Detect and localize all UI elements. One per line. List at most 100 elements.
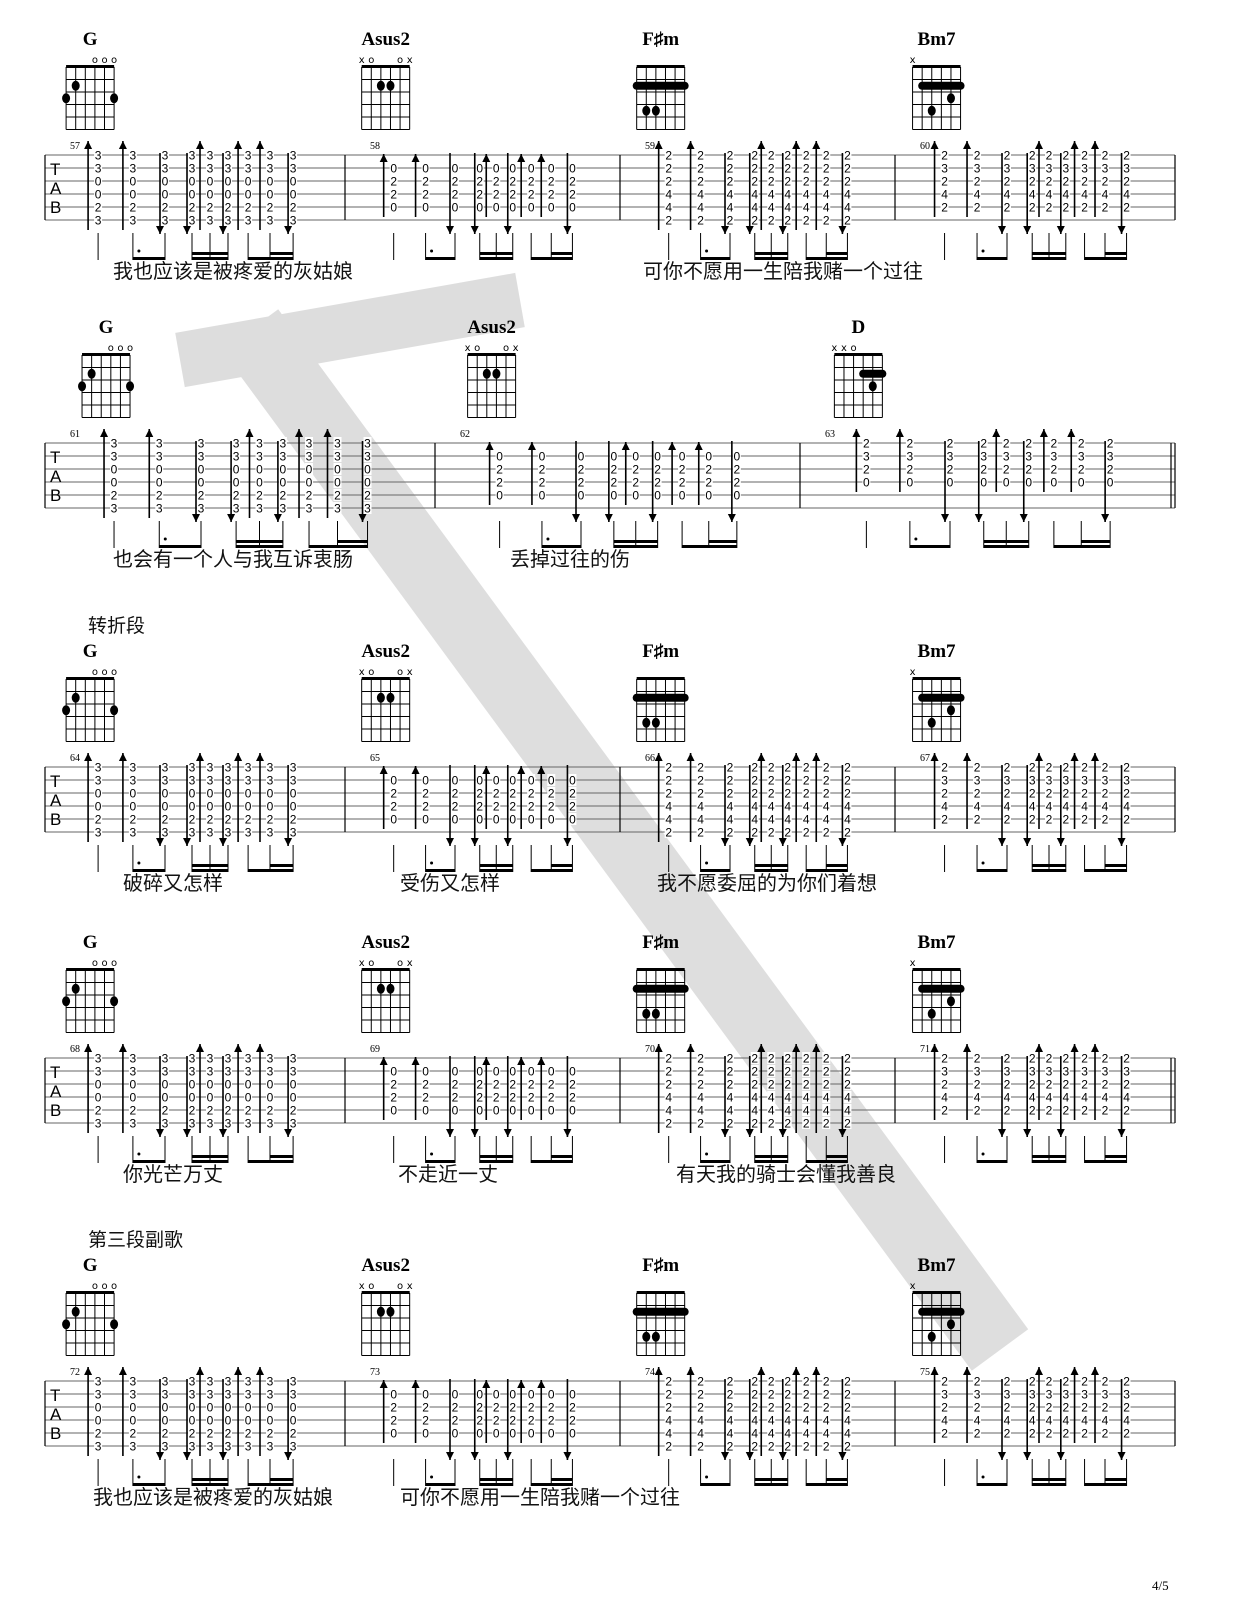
fret-number: 2 [665,774,672,788]
fret-bg [188,1117,196,1129]
fret-bg [475,1104,484,1116]
finger-dot [78,381,87,392]
fret-bg [278,502,287,514]
fret-bg [1028,149,1037,161]
fret-number: 3 [225,1052,232,1066]
fret-bg [1106,463,1115,475]
strum-down-arrow [1023,1129,1032,1137]
fret-number: 2 [823,1388,830,1402]
strum-down-arrow [998,838,1006,846]
fret-number: 2 [844,149,851,163]
fret-number: 3 [95,1375,102,1389]
fret-bg [206,761,214,773]
fret-bg [1122,800,1131,812]
fret-bg [1028,800,1037,812]
finger-dot [482,368,491,379]
fret-bg [188,1104,196,1116]
fret-number: 0 [496,489,503,503]
fret-bg [206,201,214,213]
fret-number: 0 [95,1091,102,1105]
fret-bg [161,1078,169,1090]
fret-bg [1002,463,1011,475]
tab-clef: A [50,179,62,198]
fret-bg [128,761,137,773]
fret-number: 2 [233,489,240,503]
fret-bg [750,201,759,213]
measure-number: 64 [70,753,80,764]
fret-number: 2 [189,201,196,215]
rhythm-beam [192,257,228,260]
fret-bg [224,813,232,825]
fret-number: 2 [1062,1427,1069,1441]
fret-number: 2 [1062,813,1069,827]
fret-bg [940,1401,949,1413]
fret-number: 4 [844,1104,851,1118]
fret-bg [333,463,342,475]
fret-bg [822,201,831,213]
fret-bg [389,1065,398,1077]
fret-number: 2 [727,1401,734,1415]
fret-number: 3 [225,1440,232,1454]
fret-number: 3 [1123,774,1130,788]
fret-bg [94,1388,103,1400]
strum-up-arrow [256,1367,264,1375]
fret-bg [451,188,459,200]
fret-number: 0 [476,774,483,788]
strum-down-arrow [183,1452,191,1460]
fret-number: 0 [578,489,585,503]
fret-bg [289,1388,298,1400]
fret-number: 0 [548,1065,555,1079]
fret-bg [188,761,196,773]
fret-bg [783,1078,792,1090]
strum-down-arrow [838,1129,847,1137]
fret-bg [547,1078,556,1090]
fret-bg [197,450,205,462]
fret-bg [289,214,298,226]
fret-bg [389,1427,398,1439]
fret-number: 2 [803,787,810,801]
fret-bg [94,1427,103,1439]
fret-number: 4 [784,1427,791,1441]
fret-number: 0 [569,1104,576,1118]
fret-number: 2 [548,175,555,189]
fret-number: 2 [225,813,232,827]
fret-bg [664,1414,673,1426]
fret-number: 2 [727,1375,734,1389]
fret-bg [161,1117,169,1129]
fret-number: 4 [727,1104,734,1118]
fret-bg [451,774,459,786]
fret-bg [492,201,501,213]
fret-bg [206,175,214,187]
fret-bg [1061,774,1070,786]
fret-number: 2 [1004,1401,1011,1415]
fret-bg [664,1091,673,1103]
rhythm-beam [826,1478,848,1481]
fret-bg [750,813,759,825]
fret-bg [1003,761,1011,773]
watermark-stroke [175,272,525,388]
fret-bg [802,1401,811,1413]
fret-bg [451,1388,459,1400]
fret-number: 2 [727,761,734,775]
fret-bg [973,813,982,825]
fret-number: 0 [245,800,252,814]
fret-number: 2 [578,476,585,490]
fret-number: 0 [528,1065,535,1079]
muted-string-marker: x [910,667,916,678]
fret-number: 2 [528,1091,535,1105]
fret-bg [547,1414,556,1426]
fret-bg [905,476,914,488]
fret-number: 0 [539,489,546,503]
strum-down-arrow [778,838,787,846]
fret-bg [1003,1375,1011,1387]
fret-number: 2 [1123,1052,1130,1066]
fret-bg [822,188,831,200]
strum-up-arrow [118,1367,127,1375]
fret-number: 2 [496,476,503,490]
fret-bg [508,162,517,174]
fret-bg [451,800,459,812]
fret-bg [568,800,577,812]
fret-bg [1101,1091,1109,1103]
fret-number: 3 [334,450,341,464]
